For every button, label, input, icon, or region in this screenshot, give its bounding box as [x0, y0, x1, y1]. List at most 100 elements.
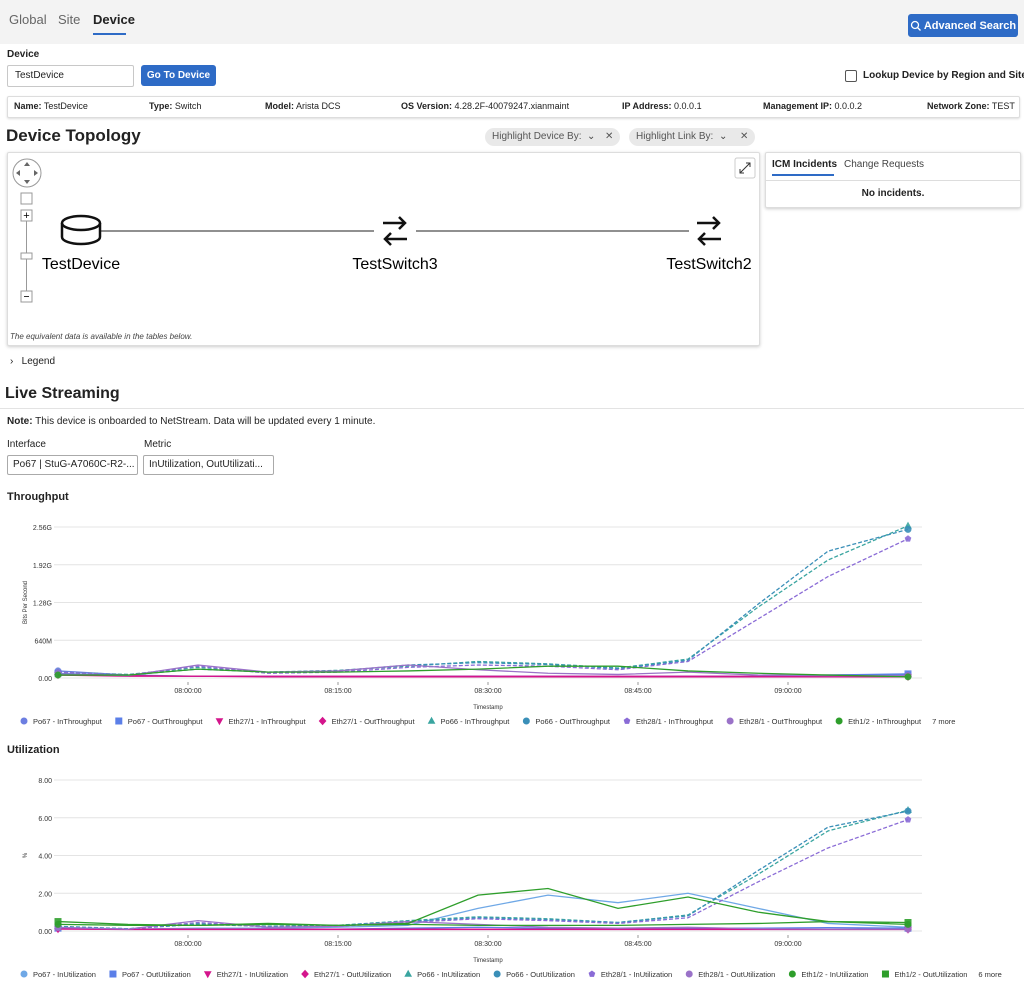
- metric-select[interactable]: InUtilization, OutUtilizati...: [143, 455, 274, 475]
- info-label: OS Version:: [401, 101, 452, 111]
- legend-label[interactable]: Po66 - OutUtilization: [506, 970, 575, 979]
- tab[interactable]: Site: [58, 12, 80, 27]
- close[interactable]: ✕: [605, 128, 613, 146]
- legend-label[interactable]: Po66 - InUtilization: [417, 970, 480, 979]
- interface-select[interactable]: Po67 | StuG-A7060C-R2-...: [7, 455, 138, 475]
- tab-underline: [772, 174, 834, 176]
- close[interactable]: ✕: [740, 128, 748, 146]
- y-axis-label: Bits Per Second: [23, 581, 29, 624]
- legend-label[interactable]: Eth28/1 - InUtilization: [601, 970, 672, 979]
- x-axis-label: Timestamp: [473, 958, 503, 964]
- info-value: TestDevice: [44, 101, 88, 111]
- checkbox[interactable]: [845, 70, 857, 82]
- legend-more[interactable]: 6 more: [978, 970, 1001, 979]
- tab-active[interactable]: Device: [93, 12, 135, 27]
- legend-label[interactable]: Po67 - OutThroughput: [128, 717, 204, 726]
- legend-label[interactable]: Eth1/2 - InUtilization: [801, 970, 868, 979]
- info-value: 4.28.2F-40079247.xianmaint: [455, 101, 570, 111]
- reset-button[interactable]: [21, 193, 32, 204]
- legend-symbol: [624, 718, 631, 724]
- zoom-handle[interactable]: [21, 253, 32, 259]
- pill-label: Highlight Link By:: [629, 131, 713, 142]
- note: Note: This device is onboarded to NetStr…: [7, 416, 375, 427]
- info-label: Network Zone:: [927, 101, 990, 111]
- legend-symbol: [21, 718, 28, 725]
- legend-symbol: [428, 717, 436, 724]
- legend-label[interactable]: Eth1/2 - OutUtilization: [894, 970, 967, 979]
- point: [905, 526, 912, 533]
- info-label: Management IP:: [763, 101, 832, 111]
- divider: [0, 408, 1024, 409]
- y-tick-label: 2.56G: [33, 525, 52, 532]
- legend-label: Legend: [22, 356, 55, 367]
- node-label: TestSwitch2: [666, 256, 751, 273]
- y-tick-label: 2.00: [38, 891, 52, 898]
- chart: 0.00 640M 1.28G 1.92G 2.56G 08:00:00 08:15:00 0…: [0, 510, 1024, 735]
- legend-label[interactable]: Eth28/1 - OutThroughput: [739, 717, 823, 726]
- legend-toggle[interactable]: › Legend: [10, 356, 55, 367]
- x-tick-label: 08:30:00: [474, 941, 501, 948]
- x-tick-label: 08:15:00: [324, 688, 351, 695]
- advanced-search-button[interactable]: Advanced Search: [908, 14, 1018, 37]
- checkbox-label[interactable]: Lookup Device by Region and Site: [863, 70, 1024, 81]
- pill-label: Highlight Device By:: [485, 131, 581, 142]
- legend-symbol: [109, 971, 116, 978]
- device-input[interactable]: TestDevice: [7, 65, 134, 87]
- point: [905, 816, 912, 822]
- field-label: Interface: [7, 439, 46, 450]
- legend-label[interactable]: Eth28/1 - InThroughput: [636, 717, 714, 726]
- info-item: Management IP: 0.0.0.2: [763, 101, 862, 111]
- point: [905, 673, 912, 680]
- legend-label[interactable]: Po67 - InThroughput: [33, 717, 103, 726]
- incidents-panel: ICM Incidents Change Requests No inciden…: [765, 152, 1021, 208]
- note-label: Note:: [7, 416, 33, 427]
- panel-tab-active[interactable]: ICM Incidents: [772, 159, 837, 170]
- x-tick-label: 08:00:00: [174, 688, 201, 695]
- highlight-link-pill[interactable]: Highlight Link By: ⌄ ✕: [629, 128, 755, 146]
- y-tick-label: 640M: [34, 638, 52, 645]
- legend-label[interactable]: Eth27/1 - InUtilization: [217, 970, 288, 979]
- node-label: TestSwitch3: [352, 256, 437, 273]
- legend-label[interactable]: Po67 - OutUtilization: [122, 970, 191, 979]
- legend-label[interactable]: Po66 - OutThroughput: [535, 717, 611, 726]
- y-tick-label: 1.28G: [33, 601, 52, 608]
- legend-label[interactable]: Eth27/1 - OutUtilization: [314, 970, 391, 979]
- info-label: IP Address:: [622, 101, 672, 111]
- topology-panel: + TestDevice TestSwitch3 TestSwitch2 The…: [7, 152, 760, 346]
- legend-label[interactable]: Eth27/1 - OutThroughput: [332, 717, 416, 726]
- x-tick-label: 08:45:00: [624, 941, 651, 948]
- zoom-in-icon: +: [23, 210, 29, 222]
- x-tick-label: 08:15:00: [324, 941, 351, 948]
- y-tick-label: 0.00: [38, 676, 52, 683]
- legend-label[interactable]: Eth27/1 - InThroughput: [228, 717, 306, 726]
- info-label: Type:: [149, 101, 172, 111]
- router-icon: [62, 216, 100, 244]
- legend-label[interactable]: Eth28/1 - OutUtilization: [698, 970, 775, 979]
- tab-underline: [93, 33, 126, 35]
- highlight-device-pill[interactable]: Highlight Device By:⌄✕: [485, 128, 620, 146]
- info-item: OS Version: 4.28.2F-40079247.xianmaint: [401, 101, 569, 111]
- series-line: [58, 810, 908, 929]
- y-tick-label: 4.00: [38, 854, 52, 861]
- point: [905, 808, 912, 815]
- tab[interactable]: Global: [9, 12, 47, 27]
- go-button[interactable]: Go To Device: [141, 65, 216, 86]
- x-tick-label: 09:00:00: [774, 688, 801, 695]
- legend-label[interactable]: Eth1/2 - InThroughput: [848, 717, 922, 726]
- y-tick-label: 1.92G: [33, 563, 52, 570]
- top-bar: [0, 0, 1024, 44]
- legend-symbol: [216, 718, 224, 725]
- legend-more[interactable]: 7 more: [932, 717, 955, 726]
- legend-label[interactable]: Po67 - InUtilization: [33, 970, 96, 979]
- y-axis-label: %: [23, 852, 29, 858]
- chevron: ⌄: [719, 128, 727, 146]
- info-value: TEST: [992, 101, 1015, 111]
- legend-label[interactable]: Po66 - InThroughput: [441, 717, 511, 726]
- field-label: Metric: [144, 439, 171, 450]
- chart-title: Utilization: [7, 744, 60, 756]
- panel-tab[interactable]: Change Requests: [844, 159, 924, 170]
- info-label: Model:: [265, 101, 294, 111]
- legend-symbol: [789, 971, 796, 978]
- search-icon: [910, 20, 924, 32]
